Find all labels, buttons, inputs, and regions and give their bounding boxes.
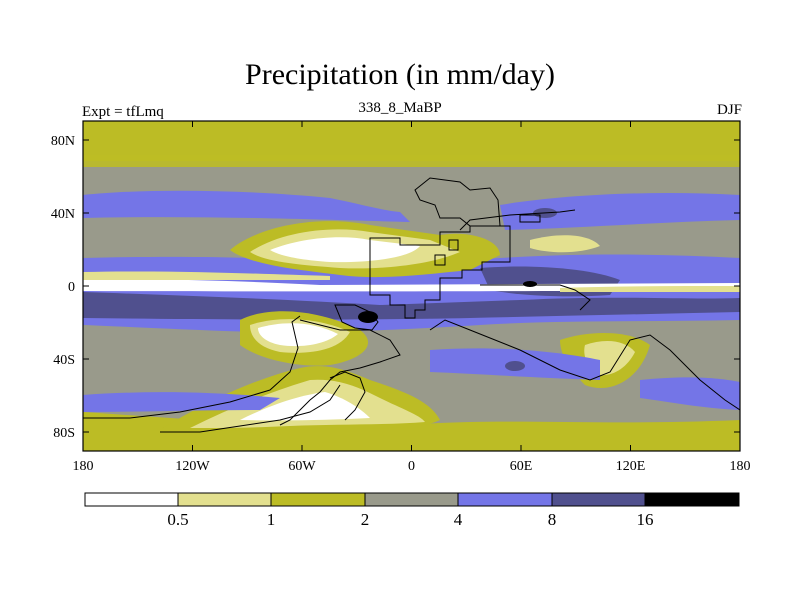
lon-label: 60E xyxy=(510,459,533,474)
colorbar-label: 16 xyxy=(637,510,654,529)
lon-label: 120W xyxy=(175,459,210,474)
colorbar-box xyxy=(177,492,272,507)
colorbar-box xyxy=(270,492,366,507)
lon-label: 60W xyxy=(288,459,316,474)
colorbar-box xyxy=(457,492,553,507)
colorbar-box xyxy=(644,492,740,507)
lat-label: 80S xyxy=(53,426,75,441)
colorbar: 0.5 1 2 4 8 16 xyxy=(84,492,740,529)
season-label: DJF xyxy=(716,102,742,118)
lat-label: 0 xyxy=(68,280,75,295)
lat-tick-marks xyxy=(83,139,740,433)
colorbar-label: 2 xyxy=(361,510,370,529)
colorbar-box xyxy=(364,492,459,507)
lon-label: 180 xyxy=(730,459,751,474)
colorbar-label: 4 xyxy=(454,510,463,529)
lon-label: 180 xyxy=(73,459,94,474)
lon-label: 0 xyxy=(408,459,415,474)
lat-label: 80N xyxy=(51,134,75,149)
lat-label: 40S xyxy=(53,353,75,368)
colorbar-label: 0.5 xyxy=(167,510,188,529)
colorbar-label: 1 xyxy=(267,510,276,529)
lat-label: 40N xyxy=(51,207,75,222)
coastlines xyxy=(83,177,740,433)
lon-tick-marks xyxy=(82,121,741,451)
period-label: 338_8_MaBP xyxy=(358,100,442,116)
contour-field xyxy=(83,121,740,451)
lon-label: 120E xyxy=(616,459,646,474)
colorbar-label: 8 xyxy=(548,510,557,529)
experiment-label: Expt = tfLmq xyxy=(82,104,164,120)
map-title: Precipitation (in mm/day) xyxy=(245,58,555,91)
colorbar-box xyxy=(551,492,646,507)
colorbar-box xyxy=(84,492,179,507)
